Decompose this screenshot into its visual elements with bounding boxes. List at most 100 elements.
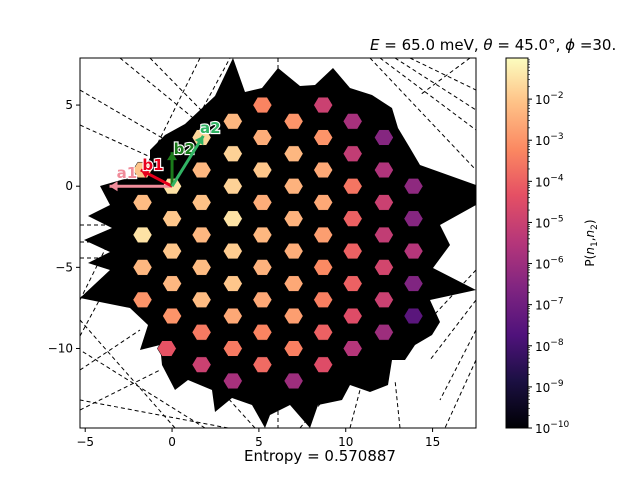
lattice-site xyxy=(283,243,304,260)
lattice-site xyxy=(191,161,212,179)
y-axis-ticks: 5 0 −5 −10 xyxy=(48,98,80,355)
lattice-site xyxy=(374,259,394,276)
lattice-site xyxy=(283,340,304,357)
boundary-line xyxy=(80,369,161,411)
boundary-line xyxy=(394,379,401,428)
colorbar xyxy=(505,57,529,429)
lattice-site xyxy=(313,356,333,373)
lattice-site xyxy=(223,275,243,292)
y-tick-label: 5 xyxy=(65,98,73,112)
lattice-site xyxy=(342,340,363,357)
lattice-site xyxy=(191,324,212,341)
lattice-site xyxy=(342,178,363,195)
colorbar-tick-label: 10−6 xyxy=(535,256,564,272)
plot-frame xyxy=(79,57,477,429)
lattice-site xyxy=(191,356,212,373)
boundary-line xyxy=(439,329,476,401)
lattice-site xyxy=(283,372,304,390)
lattice-site xyxy=(313,96,333,114)
colorbar-tick-label: 10−7 xyxy=(535,297,564,313)
lattice-site xyxy=(403,210,424,227)
vector-a1-head xyxy=(109,181,118,192)
entropy-annotation: Entropy = 0.570887 xyxy=(244,447,396,465)
boundary-line xyxy=(80,329,141,371)
y-tick-label: 0 xyxy=(65,179,73,193)
x-tick-label: 0 xyxy=(168,435,176,449)
vector-b1-head xyxy=(140,169,151,179)
lattice-site xyxy=(223,372,243,390)
lattice-site xyxy=(162,275,182,292)
lattice-site xyxy=(223,307,243,325)
lattice-site xyxy=(223,145,243,162)
boundary-line xyxy=(369,58,476,171)
lattice-site xyxy=(283,178,304,195)
lattice-vectors: a1 b1 b2 a2 xyxy=(109,118,222,192)
lattice-site xyxy=(162,243,182,260)
lattice-site xyxy=(342,243,363,260)
lattice-site xyxy=(252,259,273,276)
lattice-site xyxy=(313,259,333,276)
lattice-site xyxy=(191,226,212,243)
lattice-site xyxy=(313,291,333,308)
lattice-site xyxy=(283,275,304,292)
vector-a1-label: a1 xyxy=(117,164,138,182)
lattice-site xyxy=(342,275,363,292)
colorbar-tick-label: 10−9 xyxy=(535,379,564,395)
lattice-site xyxy=(132,291,153,308)
lattice-site xyxy=(342,113,363,130)
lattice-site xyxy=(157,340,177,357)
lattice-site xyxy=(313,129,333,146)
lattice-site xyxy=(374,291,394,308)
lattice-site xyxy=(313,161,333,179)
boundary-line xyxy=(444,359,476,428)
lattice-site xyxy=(223,243,243,260)
x-axis-ticks: −5 0 5 10 15 xyxy=(76,428,440,449)
lattice-site xyxy=(313,324,333,341)
vector-b1-label: b1 xyxy=(142,156,163,174)
boundary-line xyxy=(409,58,476,91)
lattice-site xyxy=(313,226,333,243)
lattice-site xyxy=(252,129,273,146)
chart-title: E = 65.0 meV, θ = 45.0°, ϕ =30. xyxy=(370,36,616,54)
lattice-site xyxy=(162,307,182,325)
x-tick-label: 15 xyxy=(425,435,440,449)
boundary-line xyxy=(419,58,471,96)
boundary-line xyxy=(394,58,476,111)
lattice-site xyxy=(374,129,394,146)
lattice-site xyxy=(403,178,424,195)
lattice-site xyxy=(252,291,273,308)
colorbar-ticks: 10−2 10−3 10−4 10−5 10−6 10−7 10−8 10−9 10−10 xyxy=(528,59,570,436)
colorbar-tick-label: 10−4 xyxy=(535,173,564,189)
lattice-site xyxy=(191,194,212,211)
lattice-site xyxy=(374,161,394,179)
boundary-line xyxy=(379,58,476,131)
lattice-site xyxy=(403,307,424,325)
lattice-site xyxy=(162,210,182,227)
colorbar-tick-label: 10−2 xyxy=(535,91,564,107)
vector-a2-head xyxy=(194,135,204,146)
colorbar-tick-label: 10−5 xyxy=(535,214,564,230)
lattice-site xyxy=(132,259,153,276)
colorbar-tick-label: 10−10 xyxy=(535,420,570,436)
boundary-line xyxy=(80,319,176,428)
y-tick-label: −10 xyxy=(48,341,73,355)
colorbar-label: P(n1,n2) xyxy=(583,219,600,266)
x-tick-label: −5 xyxy=(76,435,94,449)
lattice-site xyxy=(252,194,273,211)
lattice-site xyxy=(191,291,212,308)
plot-area: a1 b1 b2 a2 xyxy=(80,58,476,428)
vector-a2-shaft xyxy=(170,135,205,187)
lattice-site xyxy=(283,145,304,162)
lattice-site xyxy=(252,356,273,373)
lattice-site xyxy=(283,307,304,325)
boundary-line xyxy=(429,299,476,361)
lattice-site xyxy=(252,324,273,341)
lattice-site xyxy=(283,210,304,227)
lattice-site xyxy=(342,307,363,325)
vector-b2-label: b2 xyxy=(174,140,195,158)
vector-a2-label: a2 xyxy=(200,119,221,137)
vector-b2-head xyxy=(167,152,178,161)
boundary-line xyxy=(80,349,206,428)
lattice-site xyxy=(403,275,424,292)
lattice-site xyxy=(223,113,243,130)
